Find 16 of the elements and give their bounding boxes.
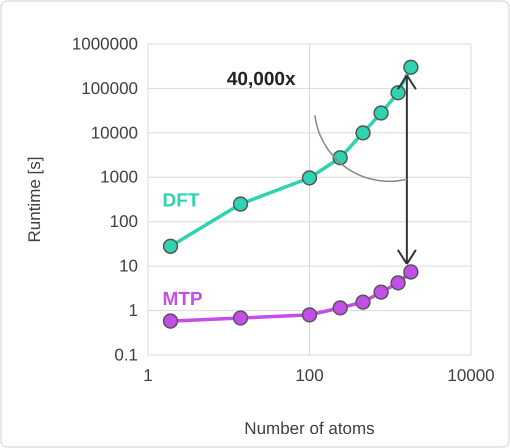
y-axis-title: Runtime [s] — [25, 156, 44, 242]
y-tick-label: 100 — [110, 212, 138, 232]
x-tick-label: 10000 — [447, 366, 495, 386]
annotation: 40,000x — [226, 69, 296, 90]
series-label: DFT — [162, 190, 200, 212]
y-tick-label: 10000 — [90, 123, 138, 142]
y-tick-label: 100000 — [81, 78, 138, 98]
y-tick-label: 0.1 — [114, 345, 138, 364]
y-tick-label: 1000 — [100, 168, 138, 187]
x-axis-title: Number of atoms — [244, 419, 375, 438]
x-tick-label: 1 — [143, 366, 153, 386]
x-tick-label: 100 — [295, 366, 324, 386]
y-tick-label: 1 — [128, 301, 138, 320]
y-tick-label: 1000000 — [72, 34, 138, 54]
series-label: MTP — [162, 289, 203, 310]
y-tick-label: 10 — [119, 256, 138, 276]
